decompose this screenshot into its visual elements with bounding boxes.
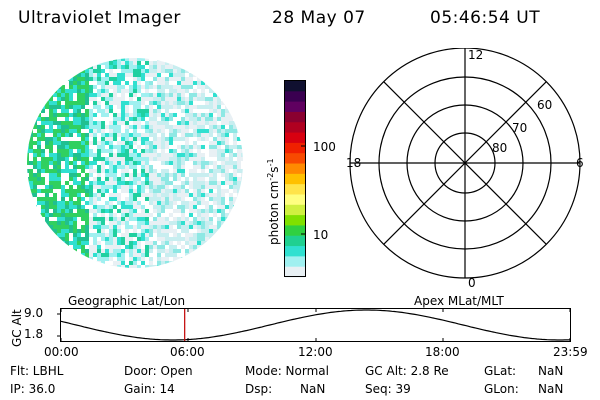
timeline-plot [57,308,571,342]
polar-label-60: 60 [537,98,553,112]
ip-label: IP: 36.0 [10,382,56,396]
colorbar-segment [285,111,305,123]
polar-label-18: 18 [346,156,362,170]
timeline-left-title: Geographic Lat/Lon [68,294,186,308]
colorbar-segment [285,246,305,257]
polar-label-80: 80 [492,141,508,155]
colorbar-segment [285,184,305,195]
polar-label-6: 6 [576,156,584,170]
colorbar-label: photon cm-2s-1 [266,158,281,245]
timeline-x-1: 06:00 [170,345,205,359]
colorbar-segment [285,266,305,278]
colorbar-segment [285,81,305,92]
colorbar-segment [285,122,305,134]
colorbar-segment [285,91,305,103]
timeline-x-3: 18:00 [425,345,460,359]
colorbar-segment [285,132,305,144]
colorbar-segment [285,153,305,165]
colorbar-segment [285,204,305,216]
filter-label: Flt: LBHL [10,364,64,378]
glat-label: GLat: [484,364,517,378]
timeline-y-bottom: 1.8 [24,327,44,341]
colorbar-segment [285,215,305,226]
colorbar-segment [285,235,305,247]
timeline-ylabel: GC Alt [10,309,24,347]
colorbar-segment [285,173,305,185]
colorbar-segment [285,163,305,175]
time-label: 05:46:54 UT [430,8,541,28]
timeline-x-2: 12:00 [298,345,333,359]
gc-alt-label: GC Alt: 2.8 Re [365,364,449,378]
mode-label: Mode: Normal [245,364,329,378]
altitude-curve [60,309,571,341]
polar-label-0: 0 [468,276,476,290]
uv-emission-pixels [27,58,243,268]
seq-label: Seq: 39 [365,382,411,396]
date-label: 28 May 07 [272,8,366,28]
colorbar-segment [285,225,305,237]
door-label: Door: Open [124,364,193,378]
uv-earth-image [27,58,243,268]
colorbar-segment [285,256,305,268]
polar-label-70: 70 [512,121,528,135]
polar-grid [349,48,581,279]
colorbar-tick-100: 100 [313,140,336,154]
timeline-y-top: 9.0 [24,306,44,320]
colorbar [284,80,306,278]
dsp-value: NaN [300,382,326,396]
glon-value: NaN [538,382,564,396]
polar-label-12: 12 [468,48,484,62]
timeline-x-4: 23:59 [553,345,588,359]
timeline-right-title: Apex MLat/MLT [414,294,504,308]
gain-label: Gain: 14 [124,382,175,396]
timeline-x-0: 00:00 [44,345,79,359]
dsp-label: Dsp: [245,382,273,396]
colorbar-segment [285,101,305,113]
glon-label: GLon: [484,382,519,396]
colorbar-segment [285,194,305,206]
glat-value: NaN [538,364,564,378]
app-title: Ultraviolet Imager [18,8,181,28]
colorbar-tick-10: 10 [313,228,329,242]
colorbar-segment [285,142,305,154]
